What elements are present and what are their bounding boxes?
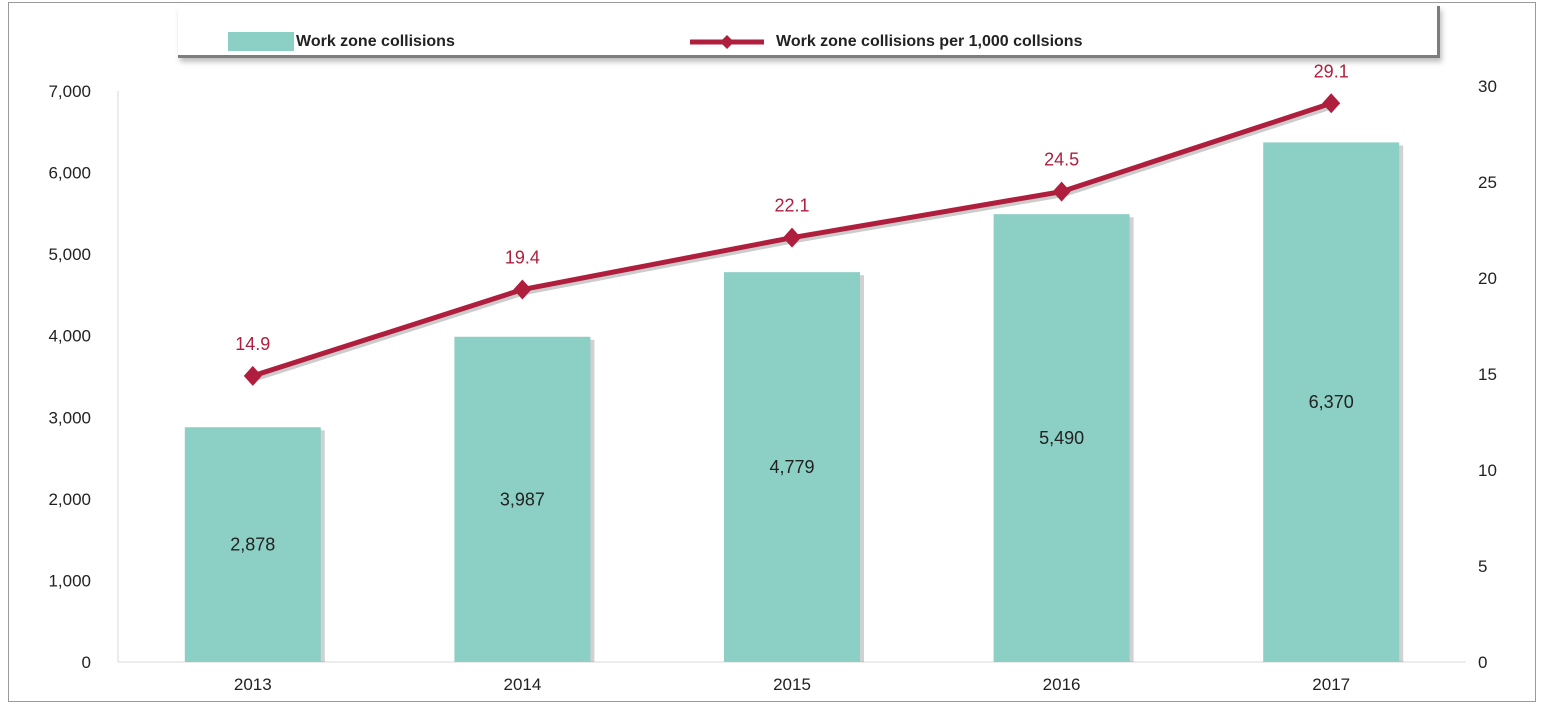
legend-bar-label: Work zone collisions [296,33,455,50]
chart-frame [8,2,1536,702]
legend: Work zone collisions Work zone collision… [178,6,1440,58]
legend-bar-swatch [228,32,294,51]
legend-line-label: Work zone collisions per 1,000 collsions [776,33,1083,50]
legend-line-symbol [690,35,764,49]
